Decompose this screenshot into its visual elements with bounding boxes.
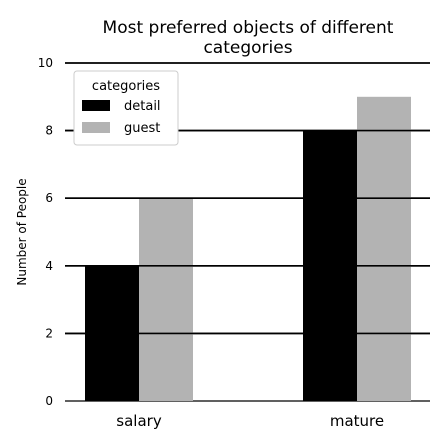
y-tick-label-0: 0 — [45, 394, 53, 408]
legend-label-detail: detail — [124, 99, 161, 114]
legend-title: categories — [92, 79, 160, 94]
y-tick-labels: 0 2 4 6 8 10 — [38, 56, 53, 408]
x-category-labels: salary mature — [116, 412, 384, 430]
legend-swatch-detail — [82, 100, 110, 111]
bar-mature-guest — [357, 96, 411, 402]
y-tick-label-4: 4 — [45, 259, 53, 273]
legend-label-guest: guest — [124, 121, 160, 136]
y-tick-label-10: 10 — [38, 56, 53, 70]
y-tick-label-2: 2 — [45, 326, 53, 340]
legend-swatch-guest — [82, 122, 110, 133]
chart-title-line-2: categories — [203, 38, 292, 58]
x-category-label-salary: salary — [116, 412, 162, 430]
bar-salary-guest — [139, 198, 193, 401]
x-category-label-mature: mature — [330, 412, 384, 430]
y-tick-label-6: 6 — [45, 191, 53, 205]
y-axis-label: Number of People — [15, 178, 29, 285]
y-tick-label-8: 8 — [45, 124, 53, 138]
chart-title-line-1: Most preferred objects of different — [103, 18, 394, 38]
legend: categories detail guest — [73, 70, 179, 146]
